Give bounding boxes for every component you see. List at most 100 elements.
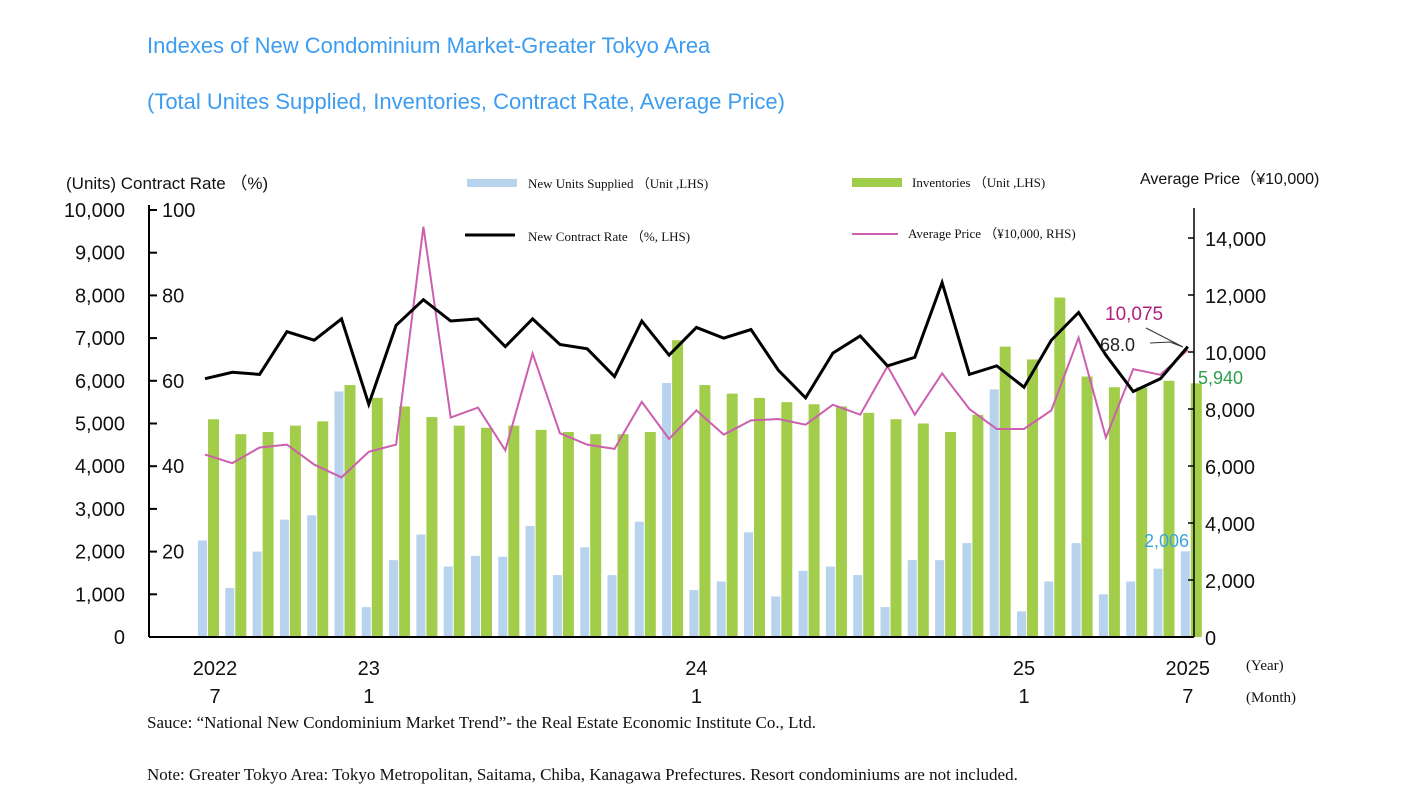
x-tick-year: 23 — [358, 658, 380, 680]
x-tick-year: 25 — [1013, 658, 1035, 680]
bar-inventories — [235, 434, 247, 637]
bar-inventories — [289, 425, 301, 637]
bar-new-units-supplied — [744, 532, 753, 637]
source-note: Sauce: “National New Condominium Market … — [147, 713, 817, 732]
x-tick-month: 1 — [363, 686, 374, 708]
bar-inventories — [863, 412, 875, 637]
bar-new-units-supplied — [361, 607, 371, 637]
left-tick-label: 7,000 — [75, 328, 125, 350]
bar-inventories — [344, 385, 356, 637]
left-axis-label: (Units) Contract Rate （%) — [66, 174, 268, 193]
bar-inventories — [262, 432, 274, 637]
bar-inventories — [481, 427, 492, 637]
bar-inventories — [1190, 383, 1202, 637]
bar-new-units-supplied — [880, 607, 890, 637]
bar-new-units-supplied — [498, 556, 508, 637]
left-tick-label: 10,000 — [64, 200, 125, 222]
legend-label-supplied: New Units Supplied （Unit ,LHS) — [528, 176, 708, 191]
bar-new-units-supplied — [552, 575, 562, 637]
bar-new-units-supplied — [307, 515, 317, 637]
bar-inventories — [1108, 387, 1120, 637]
annotation-supplied-last: 2,006 — [1144, 531, 1189, 551]
bar-inventories — [535, 429, 547, 637]
bar-inventories — [453, 425, 465, 637]
bar-inventories — [644, 432, 656, 637]
bar-inventories — [617, 434, 629, 637]
annotation-rate-last: 68.0 — [1100, 335, 1135, 355]
x-tick-month: 7 — [209, 686, 220, 708]
bar-new-units-supplied — [798, 570, 808, 637]
annotation-arrow — [1145, 327, 1184, 348]
bar-inventories — [1027, 359, 1038, 637]
bar-new-units-supplied — [1180, 551, 1190, 637]
bar-new-units-supplied — [853, 575, 863, 637]
bar-inventories — [726, 393, 738, 637]
bar-new-units-supplied — [279, 519, 289, 637]
bar-inventories — [1163, 380, 1175, 637]
bar-inventories — [754, 397, 765, 637]
annotation-price-last: 10,075 — [1105, 304, 1163, 325]
chart-title: Indexes of New Condominium Market-Greate… — [147, 33, 711, 58]
bar-inventories — [835, 406, 847, 637]
bar-inventories — [1081, 376, 1093, 637]
footnote: Note: Greater Tokyo Area: Tokyo Metropol… — [147, 765, 1018, 784]
bar-new-units-supplied — [198, 540, 207, 637]
bar-new-units-supplied — [580, 547, 590, 637]
right-tick-label: 0 — [1205, 628, 1216, 650]
legend-label-inventories: Inventories （Unit ,LHS) — [912, 175, 1045, 190]
bar-new-units-supplied — [416, 534, 426, 637]
bar-inventories — [999, 346, 1011, 637]
bar-inventories — [890, 419, 902, 637]
bar-new-units-supplied — [252, 551, 262, 637]
bar-new-units-supplied — [935, 560, 945, 637]
right-tick-label: 12,000 — [1205, 286, 1266, 308]
bar-new-units-supplied — [1153, 568, 1163, 637]
bar-new-units-supplied — [771, 596, 781, 637]
line-average-price — [204, 226, 1189, 479]
annotation-inventory-last: 5,940 — [1198, 368, 1243, 388]
bar-new-units-supplied — [1098, 594, 1108, 637]
bar-new-units-supplied — [607, 575, 617, 637]
bar-new-units-supplied — [907, 560, 917, 637]
chart-subtitle: (Total Unites Supplied, Inventories, Con… — [147, 89, 785, 114]
bar-inventories — [399, 406, 411, 637]
x-unit-year: (Year) — [1246, 658, 1284, 674]
bar-new-units-supplied — [989, 389, 999, 637]
bar-inventories — [317, 421, 329, 637]
left-tick-label: 3,000 — [75, 499, 125, 521]
right-tick-label: 10,000 — [1205, 343, 1266, 365]
x-tick-year: 2022 — [193, 658, 238, 680]
bar-new-units-supplied — [662, 382, 672, 637]
right-tick-label: 14,000 — [1205, 229, 1266, 251]
bar-new-units-supplied — [825, 566, 835, 637]
bar-new-units-supplied — [716, 581, 726, 637]
bar-inventories — [781, 402, 793, 637]
line-contract-rate — [204, 277, 1189, 410]
legend-label-contract-rate: New Contract Rate （%, LHS) — [528, 229, 690, 244]
bar-new-units-supplied — [334, 391, 344, 637]
bar-inventories — [917, 423, 929, 637]
bar-inventories — [208, 419, 219, 637]
x-unit-month: (Month) — [1246, 690, 1296, 706]
rate-tick-label: 80 — [162, 285, 184, 307]
legend-swatch-inventories — [852, 178, 902, 187]
rate-tick-label: 60 — [162, 371, 184, 393]
bar-new-units-supplied — [225, 587, 235, 637]
left-tick-label: 2,000 — [75, 542, 125, 564]
left-tick-label: 1,000 — [75, 584, 125, 606]
bar-new-units-supplied — [1071, 543, 1081, 637]
bar-new-units-supplied — [443, 566, 453, 637]
x-tick-year: 24 — [685, 658, 707, 680]
bar-new-units-supplied — [389, 560, 399, 637]
bar-inventories — [562, 432, 574, 637]
bar-inventories — [699, 385, 711, 637]
bar-inventories — [508, 425, 520, 637]
legend-label-average-price: Average Price （¥10,000, RHS) — [908, 226, 1076, 241]
x-tick-month: 1 — [1018, 686, 1029, 708]
bar-new-units-supplied — [525, 525, 535, 637]
x-tick-month: 1 — [691, 686, 702, 708]
left-tick-label: 9,000 — [75, 243, 125, 265]
left-tick-label: 6,000 — [75, 371, 125, 393]
bar-new-units-supplied — [689, 590, 699, 637]
